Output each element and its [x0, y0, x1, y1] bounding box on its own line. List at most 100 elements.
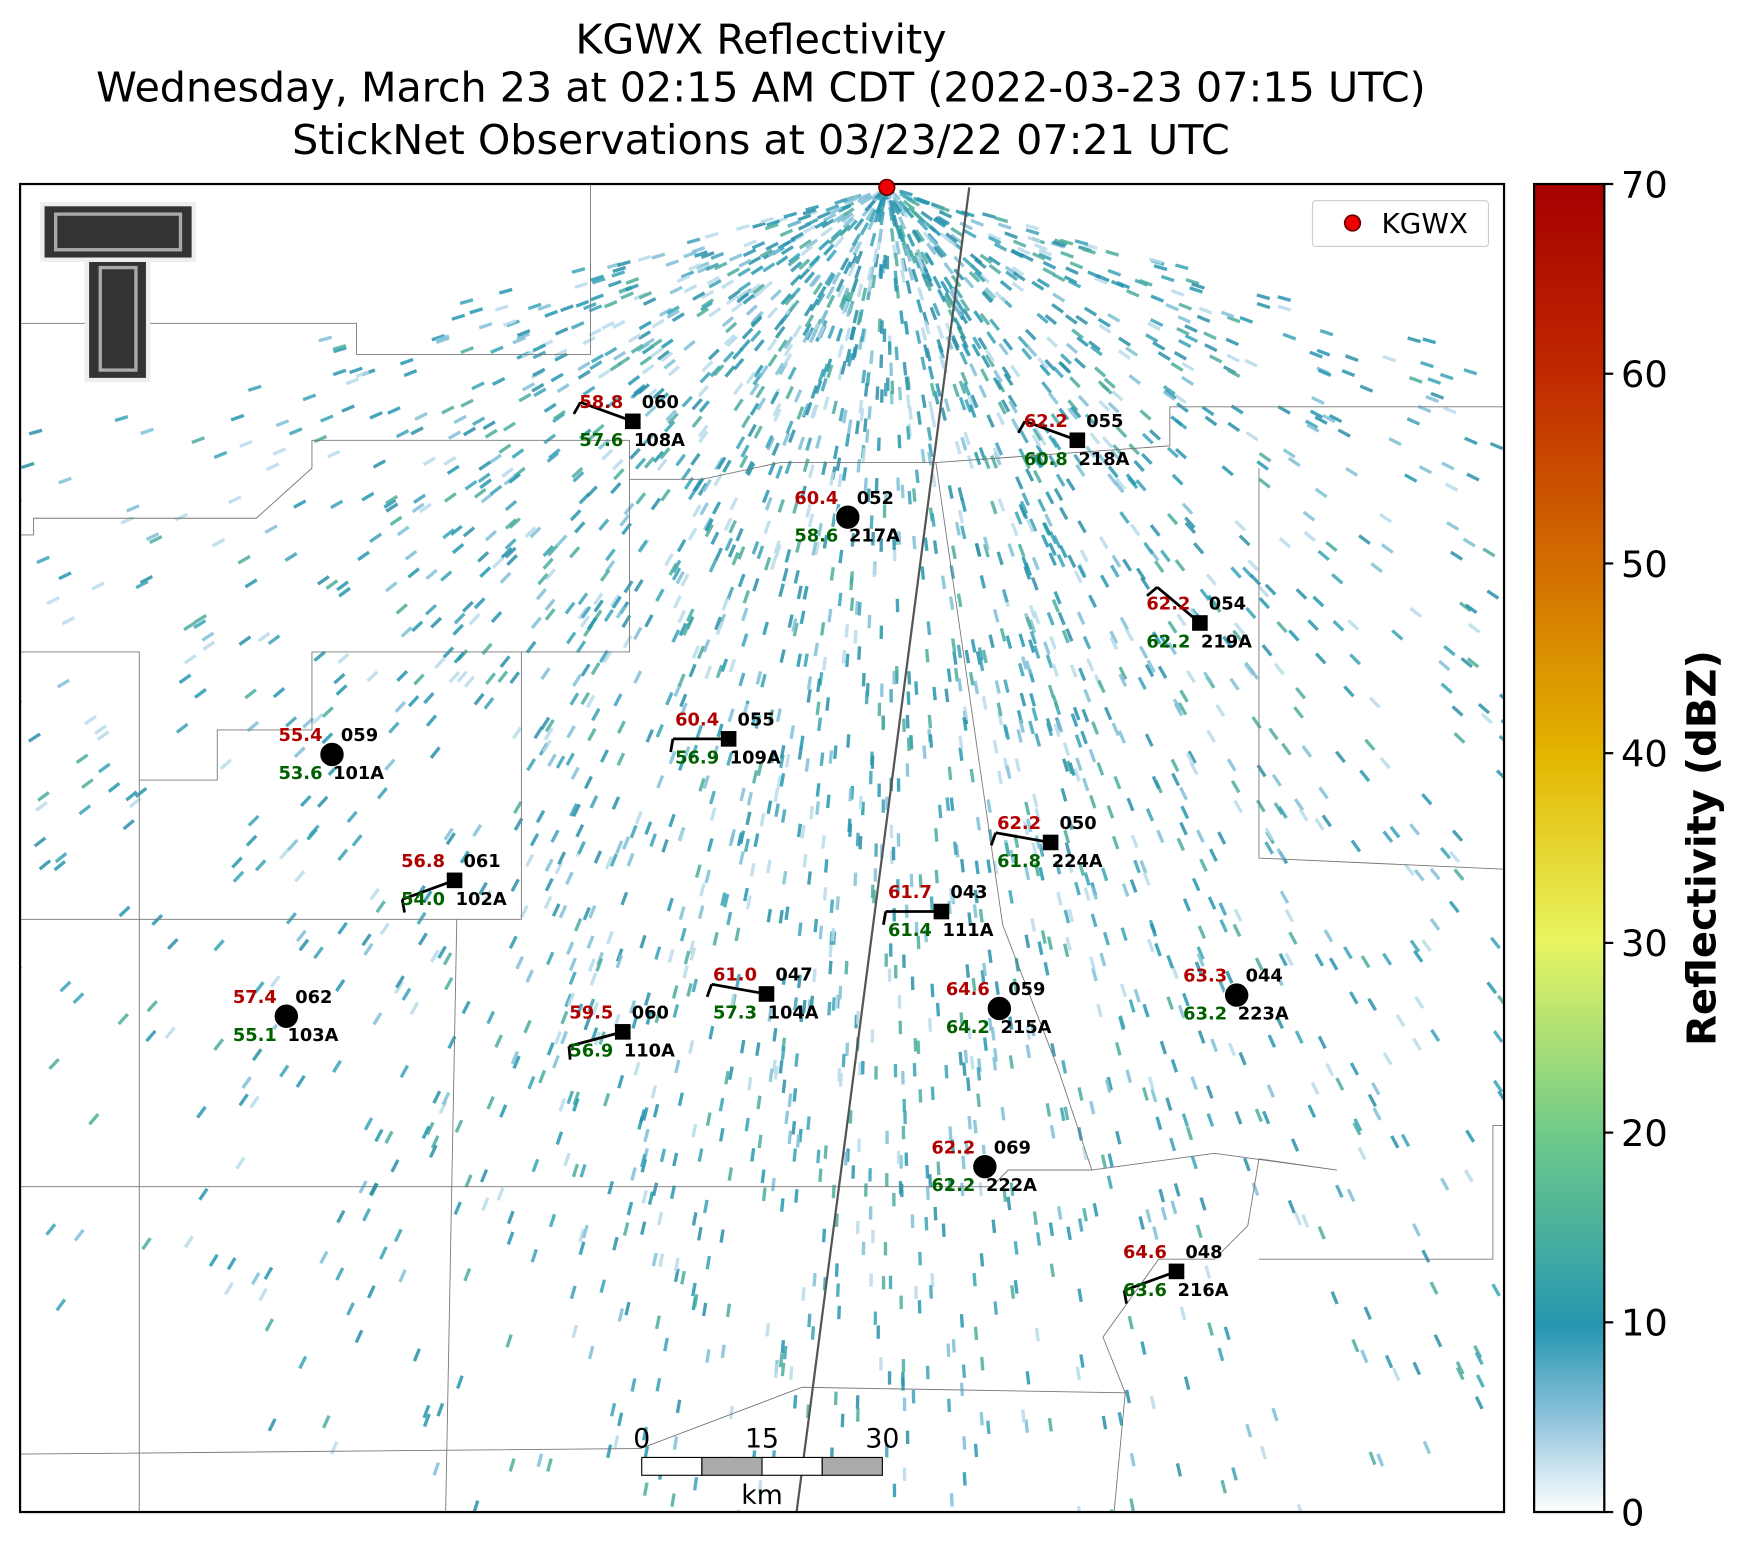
echo: [249, 1095, 260, 1109]
echo: [1451, 829, 1464, 842]
echo: [857, 646, 862, 660]
echo: [954, 440, 962, 455]
echo: [1658, 897, 1670, 909]
echo: [692, 1476, 699, 1491]
dewpoint: 57.6: [579, 430, 623, 451]
echo: [917, 1300, 922, 1314]
echo: [767, 247, 781, 258]
echo: [906, 233, 916, 247]
echo: [572, 470, 585, 483]
echo: [781, 971, 787, 985]
echo: [663, 420, 676, 433]
echo: [468, 613, 481, 626]
echo: [298, 938, 310, 952]
echo: [691, 978, 698, 993]
echo: [726, 752, 734, 766]
echo: [1024, 1419, 1030, 1433]
echo: [761, 1187, 767, 1202]
echo: [363, 1117, 374, 1131]
echo: [951, 337, 960, 351]
echo: [894, 346, 899, 361]
echo: [1233, 908, 1243, 923]
station-marker: [933, 903, 950, 920]
echo: [616, 752, 626, 767]
echo: [1418, 465, 1433, 475]
echo: [1208, 848, 1218, 862]
echo: [866, 488, 871, 503]
echo: [345, 377, 360, 386]
echo: [783, 343, 794, 357]
echo: [781, 567, 789, 582]
echo: [714, 547, 723, 561]
echo: [284, 551, 298, 562]
echo: [966, 455, 975, 469]
echo: [1052, 366, 1064, 379]
echo: [588, 904, 597, 919]
wind-barb: [579, 400, 634, 423]
subtitle: Wednesday, March 23 at 02:15 AM CDT (202…: [96, 64, 1426, 112]
echo: [1069, 261, 1084, 270]
echo: [519, 904, 529, 919]
echo: [175, 722, 189, 734]
echo: [73, 1228, 85, 1242]
dewpoint: 61.4: [888, 920, 932, 941]
echo: [823, 1145, 828, 1159]
echo: [938, 355, 946, 369]
echo: [1190, 1076, 1198, 1090]
echo: [1367, 997, 1378, 1012]
colorbar-label: Reflectivity (dBZ): [1680, 650, 1726, 1046]
echo: [845, 348, 852, 363]
echo: [983, 1037, 988, 1051]
echo: [499, 571, 512, 584]
echo: [1521, 1142, 1531, 1155]
echo: [598, 518, 610, 531]
dewpoint: 61.8: [997, 851, 1041, 872]
echo: [889, 362, 893, 377]
echo: [117, 1013, 129, 1026]
echo: [940, 407, 947, 421]
echo: [997, 401, 1007, 415]
echo: [1498, 734, 1505, 747]
echo: [498, 443, 512, 454]
echo: [1174, 447, 1188, 460]
legend-label: KGWX: [1381, 207, 1467, 240]
echo: [676, 538, 687, 553]
echo: [341, 404, 355, 413]
echo: [1050, 413, 1062, 426]
echo: [509, 671, 521, 684]
echo: [768, 1068, 774, 1083]
echo: [1282, 332, 1297, 341]
echo: [901, 1377, 905, 1391]
echo: [892, 547, 897, 562]
echo: [1170, 758, 1180, 773]
echo: [959, 1314, 965, 1328]
echo: [968, 270, 981, 283]
echo: [1069, 664, 1078, 678]
echo: [784, 548, 792, 563]
echo: [668, 562, 678, 576]
echo: [1331, 573, 1344, 585]
echo: [1347, 619, 1360, 631]
echo: [1352, 1122, 1362, 1136]
echo: [1111, 554, 1122, 568]
echo: [919, 251, 930, 265]
echo: [877, 702, 882, 717]
echo: [1052, 272, 1066, 283]
echo: [827, 1001, 832, 1016]
echo: [804, 314, 815, 328]
echo: [978, 384, 988, 399]
echo: [479, 566, 492, 578]
echo: [1076, 1505, 1083, 1513]
echo: [588, 327, 602, 337]
echo: [1056, 891, 1063, 906]
echo: [962, 1436, 967, 1450]
echo: [870, 884, 875, 899]
echo: [875, 199, 884, 214]
echo: [637, 254, 652, 262]
echo: [871, 1229, 875, 1244]
echo: [762, 489, 770, 504]
echo: [1029, 692, 1037, 707]
echo: [319, 1250, 329, 1265]
echo: [637, 330, 652, 341]
echo: [888, 1275, 893, 1290]
